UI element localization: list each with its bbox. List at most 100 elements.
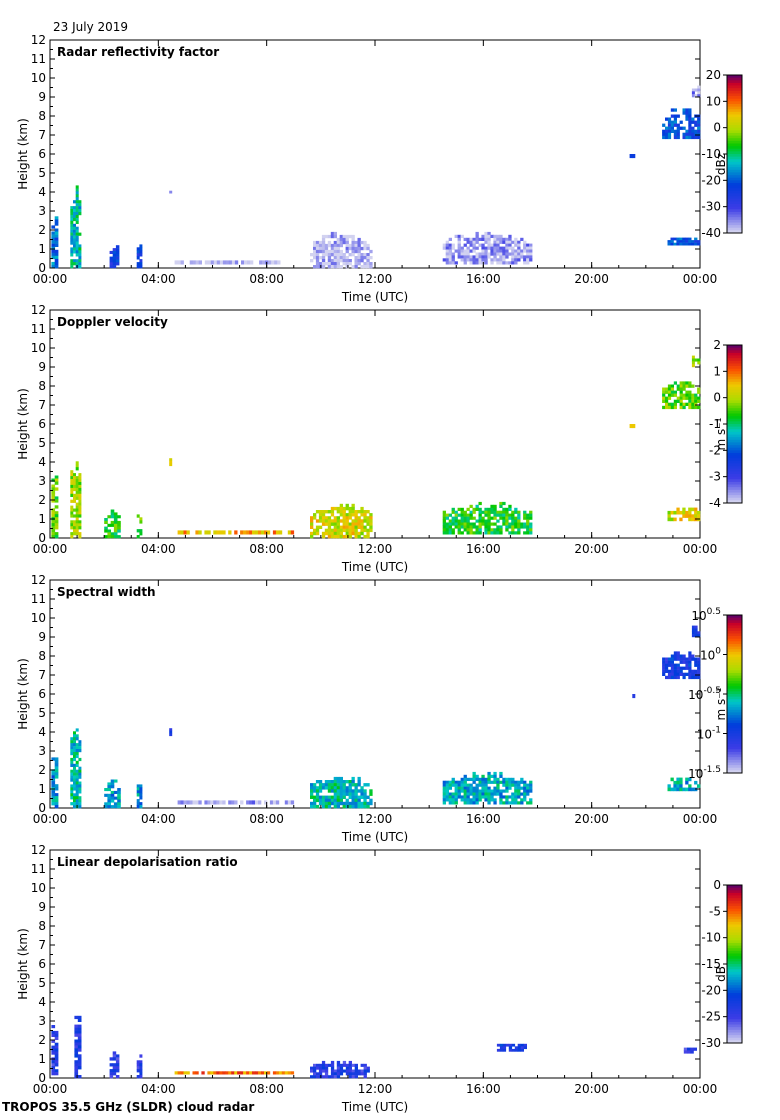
echo-cell xyxy=(673,663,677,667)
echo-cell xyxy=(694,242,698,246)
echo-cell xyxy=(679,660,683,664)
y-tick-label: 9 xyxy=(38,630,46,644)
echo-cell xyxy=(70,737,74,741)
echo-cell xyxy=(673,135,677,140)
echo-cell xyxy=(487,243,491,247)
echo-cell xyxy=(676,126,680,130)
colorbar-swatch xyxy=(727,395,742,399)
echo-cell xyxy=(342,786,346,790)
echo-cell xyxy=(330,786,335,790)
echo-cell xyxy=(54,1063,59,1067)
echo-cell xyxy=(310,795,314,799)
echo-cell xyxy=(460,777,464,781)
echo-cell xyxy=(523,510,527,514)
echo-cell xyxy=(662,657,666,661)
echo-cell xyxy=(499,234,503,238)
echo-cell xyxy=(665,402,669,406)
echo-cell xyxy=(318,513,323,517)
echo-cell xyxy=(327,525,332,529)
colorbar-swatch xyxy=(727,707,742,711)
echo-cell xyxy=(54,252,59,257)
echo-cell xyxy=(499,258,503,262)
echo-cell xyxy=(321,513,326,517)
echo-cell xyxy=(75,464,79,468)
echo-cell xyxy=(78,805,82,809)
echo-cell xyxy=(357,801,361,806)
echo-cell xyxy=(78,784,82,788)
echo-cell xyxy=(475,258,479,262)
colorbar-tick-label: -40 xyxy=(701,226,721,240)
echo-cell xyxy=(369,262,373,266)
echo-cell xyxy=(110,535,115,539)
echo-cell xyxy=(490,249,494,253)
echo-cell xyxy=(475,246,479,250)
echo-cell xyxy=(676,242,680,246)
echo-cell xyxy=(139,529,143,533)
echo-cell xyxy=(104,793,108,797)
echo-cell xyxy=(107,529,111,533)
echo-cell xyxy=(676,654,680,658)
colorbar-swatch xyxy=(727,463,742,467)
echo-cell xyxy=(369,522,373,526)
colorbar-swatch xyxy=(727,701,742,705)
echo-cell xyxy=(198,800,202,805)
echo-cell xyxy=(104,518,108,522)
echo-cell xyxy=(75,253,79,257)
echo-cell xyxy=(357,795,361,799)
colorbar-swatch xyxy=(727,767,742,771)
echo-cell xyxy=(73,241,76,245)
x-tick-label: 00:00 xyxy=(683,272,718,286)
echo-cell xyxy=(268,260,272,265)
echo-cell xyxy=(366,243,370,248)
echo-cell xyxy=(228,530,232,535)
echo-cell xyxy=(342,519,346,523)
echo-cell xyxy=(363,519,367,523)
echo-cell xyxy=(313,256,317,260)
echo-cell xyxy=(339,265,343,269)
echo-cell xyxy=(460,249,464,253)
echo-cell xyxy=(360,804,364,809)
colorbar-swatch xyxy=(727,397,742,401)
echo-cell xyxy=(478,258,482,262)
echo-cell xyxy=(460,795,464,799)
colorbar-swatch xyxy=(727,450,742,454)
echo-cell xyxy=(51,532,56,536)
echo-cell xyxy=(336,265,340,269)
panel-title: Doppler velocity xyxy=(57,315,168,329)
echo-cell xyxy=(54,805,59,809)
y-axis-label: Height (km) xyxy=(16,658,30,729)
echo-cell xyxy=(333,776,337,781)
echo-cell xyxy=(472,522,476,526)
colorbar-swatch xyxy=(727,995,742,999)
colorbar-swatch xyxy=(727,953,742,957)
echo-cell xyxy=(673,114,677,118)
echo-cell xyxy=(51,529,56,533)
echo-cell xyxy=(673,669,677,673)
echo-cell xyxy=(457,234,461,238)
echo-cell xyxy=(685,402,689,406)
echo-cell xyxy=(523,243,527,247)
echo-cell xyxy=(54,760,59,764)
echo-cell xyxy=(484,513,488,517)
echo-cell xyxy=(192,800,196,805)
echo-cell xyxy=(472,249,476,253)
echo-cell xyxy=(330,789,335,793)
echo-cell xyxy=(75,206,79,210)
echo-cell xyxy=(139,784,143,788)
colorbar-swatch xyxy=(727,651,742,655)
colorbar-swatch xyxy=(727,167,742,171)
echo-cell xyxy=(667,660,672,664)
echo-cell xyxy=(517,1043,521,1047)
echo-cell xyxy=(448,519,452,523)
echo-cell xyxy=(275,530,280,535)
echo-cell xyxy=(682,657,686,661)
colorbar-swatch xyxy=(727,355,742,359)
echo-cell xyxy=(466,237,470,241)
y-tick-label: 5 xyxy=(38,976,46,990)
echo-cell xyxy=(523,516,527,520)
echo-cell xyxy=(451,798,455,802)
echo-cell xyxy=(330,1072,335,1076)
echo-cell xyxy=(670,129,674,133)
